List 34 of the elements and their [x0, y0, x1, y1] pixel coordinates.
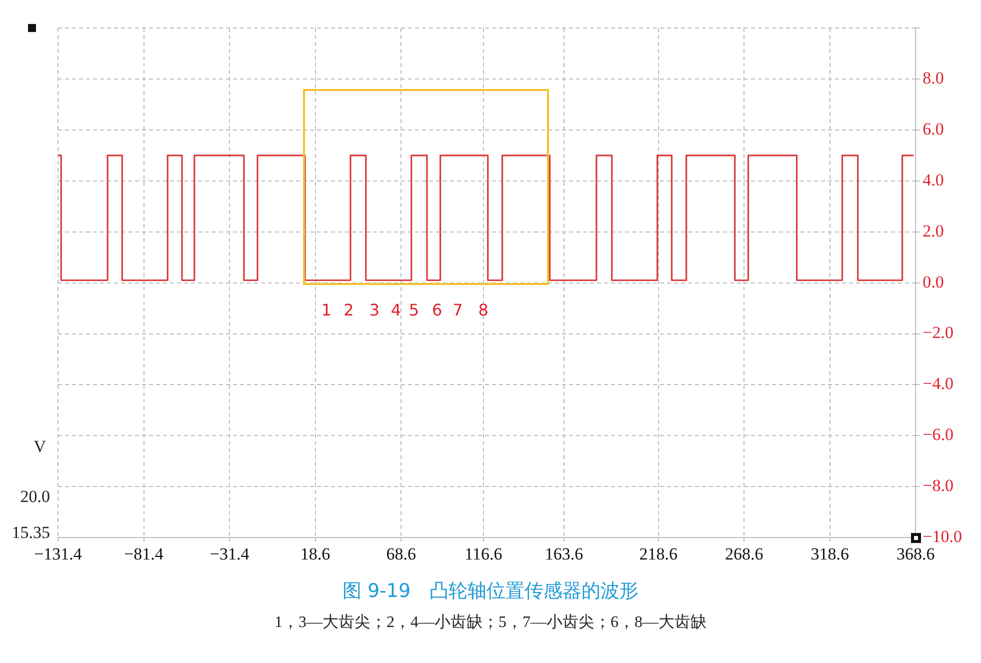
- x-tick-label: −31.4: [210, 544, 250, 564]
- text: 20.0: [20, 487, 50, 506]
- x-tick-label: 368.6: [896, 544, 935, 564]
- text: 15.35: [12, 523, 50, 542]
- y-tick-label: 4.0: [922, 170, 944, 190]
- annotation: 7: [452, 300, 463, 320]
- annotation: 5: [408, 300, 420, 320]
- annotation: 6: [432, 300, 442, 320]
- annotation: 1: [321, 300, 332, 320]
- y-tick-label: 0.0: [922, 272, 944, 292]
- x-tick-label: −131.4: [34, 544, 82, 564]
- x-tick-label: 218.6: [639, 544, 678, 564]
- annotation: 3: [369, 300, 380, 320]
- x-tick-label: 268.6: [725, 544, 764, 564]
- annotation: 2: [344, 300, 354, 320]
- y-tick-label: 6.0: [922, 119, 944, 138]
- text: 1，3—大齿尖；2，4—小齿缺；5，7—小齿尖；6，8—大齿缺: [274, 612, 708, 633]
- y-tick-label: −2.0: [922, 323, 954, 342]
- x-tick-label: 18.6: [300, 544, 330, 564]
- y-tick-label: −6.0: [922, 425, 954, 444]
- x-tick-label: −81.4: [124, 544, 164, 564]
- y-tick-label: −10.0: [922, 527, 962, 546]
- text: 图 9-19 凸轮轴位置传感器的波形: [341, 579, 640, 604]
- y-tick-label: 2.0: [922, 221, 944, 240]
- y-tick-label: −4.0: [922, 374, 954, 394]
- text: V: [34, 437, 47, 456]
- annotation: 8: [478, 300, 488, 320]
- x-tick-label: 163.6: [544, 544, 584, 564]
- x-tick-label: 318.6: [810, 544, 850, 564]
- x-tick-label: 116.6: [464, 544, 502, 564]
- y-tick-label: −8.0: [922, 476, 954, 496]
- y-tick-label: 8.0: [922, 68, 944, 88]
- x-tick-label: 68.6: [386, 544, 416, 564]
- annotation: 4: [390, 300, 402, 320]
